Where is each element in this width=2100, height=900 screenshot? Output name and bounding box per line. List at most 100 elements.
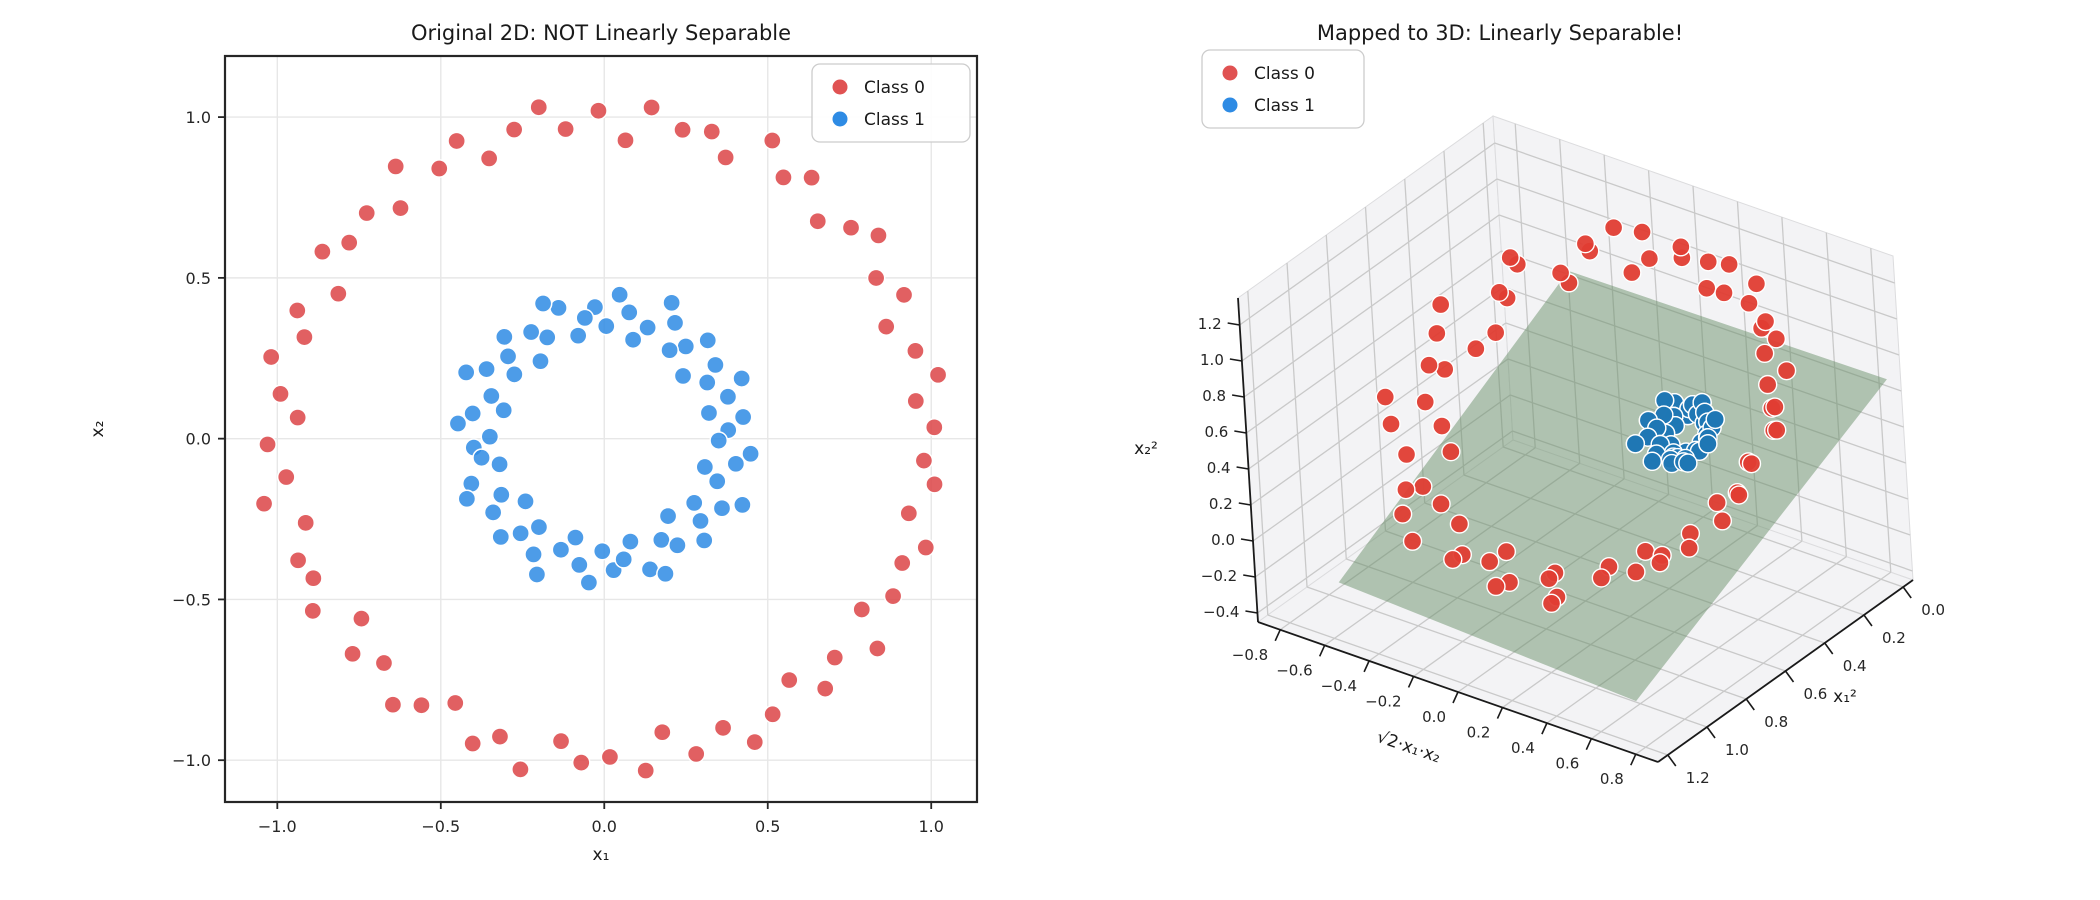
scatter-point-class-0 — [352, 609, 371, 628]
scatter-point-class-1 — [733, 495, 752, 515]
scatter-point-class-0 — [916, 538, 936, 557]
scatter-point-class-0 — [713, 718, 733, 738]
y3d-tick-label: 0.4 — [1511, 739, 1535, 757]
scatter-point-class-0 — [673, 120, 692, 140]
scatter-point-class-0 — [762, 131, 782, 150]
right-3d-plot: −0.8 −0.6 −0.4 −0.2 0.0 0.2 0.4 0.6 0.8 0.0 0.2 0.4… — [1134, 21, 1945, 788]
scatter3d-point-class-0 — [1550, 263, 1571, 283]
scatter3d-point-class-0 — [1719, 254, 1739, 275]
x3d-tick-label: 1.0 — [1725, 741, 1749, 759]
left-plot-legend-label: Class 0 — [864, 78, 925, 98]
scatter-point-class-1 — [498, 347, 518, 366]
scatter3d-point-class-0 — [1679, 538, 1699, 558]
scatter3d-point-class-0 — [1712, 511, 1733, 531]
scatter3d-point-class-0 — [1392, 504, 1413, 524]
scatter-point-class-1 — [472, 448, 491, 468]
x3d-tick-label: 0.4 — [1843, 657, 1867, 675]
scatter-point-class-1 — [511, 523, 530, 543]
scatter-point-class-0 — [288, 408, 308, 427]
scatter-point-class-0 — [490, 727, 510, 746]
scatter3d-point-class-0 — [1746, 274, 1767, 294]
scatter-point-class-1 — [694, 531, 714, 550]
scatter-point-class-1 — [733, 407, 753, 427]
right-plot-legend-marker-icon — [1222, 97, 1238, 113]
separating-plane — [1338, 270, 1887, 702]
scatter3d-point-class-1 — [1642, 451, 1662, 472]
z3d-tick-label: 0.0 — [1211, 531, 1235, 549]
scatter-point-class-1 — [448, 414, 468, 433]
scatter-point-class-0 — [642, 98, 661, 117]
scatter-point-class-1 — [676, 337, 696, 356]
scatter-point-class-1 — [656, 564, 675, 584]
x3d-tick-label: 0.8 — [1764, 713, 1788, 731]
left-plot-legend-label: Class 1 — [864, 110, 925, 130]
scatter-point-class-0 — [779, 670, 799, 690]
x-tick-label: −0.5 — [421, 817, 460, 836]
x-tick-label: 0.0 — [592, 817, 617, 836]
scatter3d-point-class-0 — [1603, 217, 1624, 238]
x3d-tick-label: 0.2 — [1882, 629, 1906, 647]
scatter-point-class-1 — [621, 532, 640, 551]
scatter-point-class-1 — [718, 387, 738, 407]
scatter-point-class-1 — [623, 330, 643, 350]
scatter-point-class-0 — [914, 451, 934, 470]
x3d-tick-label: 1.2 — [1686, 769, 1710, 787]
scatter-point-class-0 — [892, 553, 912, 573]
scatter-point-class-1 — [494, 327, 514, 347]
scatter-point-class-0 — [808, 211, 828, 231]
z3d-tick-label: 0.4 — [1207, 459, 1231, 477]
scatter3d-point-class-0 — [1698, 252, 1718, 272]
scatter-point-class-0 — [866, 268, 886, 288]
scatter-point-class-1 — [640, 560, 660, 579]
scatter3d-point-class-1 — [1705, 409, 1725, 430]
scatter-point-class-1 — [457, 489, 477, 509]
scatter3d-point-class-1 — [1678, 453, 1698, 473]
left-plot-legend-box — [811, 63, 971, 143]
scatter-point-class-0 — [852, 600, 872, 619]
z3d-tick-label: 0.6 — [1204, 423, 1228, 441]
scatter-point-class-1 — [529, 517, 549, 537]
scatter-point-class-0 — [652, 722, 672, 742]
scatter-point-class-0 — [254, 494, 274, 514]
scatter-point-class-0 — [802, 168, 821, 188]
x-tick-label: −1.0 — [258, 817, 297, 836]
scatter-point-class-1 — [463, 404, 483, 423]
scatter-point-class-1 — [491, 527, 511, 547]
scatter-point-class-0 — [445, 693, 465, 713]
y-tick-label: 0.5 — [186, 269, 211, 288]
scatter3d-point-class-0 — [1431, 494, 1451, 514]
scatter3d-point-class-0 — [1489, 282, 1509, 303]
scatter-point-class-0 — [745, 732, 765, 752]
right-plot-legend-label: Class 1 — [1254, 96, 1315, 116]
scatter-point-class-0 — [899, 503, 919, 523]
scatter3d-point-class-0 — [1632, 222, 1652, 242]
scatter-point-class-0 — [328, 284, 348, 304]
scatter-point-class-0 — [391, 198, 410, 218]
scatter-point-class-0 — [343, 644, 362, 664]
scatter-point-class-0 — [429, 159, 449, 178]
scatter-point-class-0 — [258, 435, 277, 454]
scatter-point-class-0 — [894, 285, 914, 305]
scatter-point-class-0 — [571, 753, 591, 772]
z3d-tick-label: 1.2 — [1198, 315, 1222, 333]
scatter3d-point-class-0 — [1375, 387, 1395, 407]
scatter-point-class-0 — [463, 734, 483, 753]
scatter-point-class-0 — [928, 365, 948, 385]
scatter-point-class-0 — [589, 101, 608, 121]
scatter3d-point-class-0 — [1419, 355, 1439, 375]
y3d-tick-label: −0.4 — [1321, 677, 1357, 695]
scatter-point-class-1 — [481, 386, 501, 406]
scatter-point-class-0 — [883, 586, 903, 606]
scatter-point-class-0 — [841, 218, 861, 238]
scatter-point-class-1 — [660, 340, 679, 360]
scatter-point-class-1 — [638, 318, 657, 337]
scatter-point-class-1 — [566, 528, 585, 547]
scatter3d-point-class-0 — [1432, 416, 1452, 436]
scatter-point-class-0 — [636, 761, 656, 780]
scatter3d-point-class-0 — [1622, 262, 1642, 283]
left-plot-title: Original 2D: NOT Linearly Separable — [411, 21, 791, 45]
scatter-point-class-1 — [726, 454, 746, 474]
z3d-tick-label: −0.4 — [1203, 603, 1239, 621]
scatter-point-class-1 — [477, 359, 496, 379]
left-plot-ylabel: x₂ — [88, 421, 108, 438]
